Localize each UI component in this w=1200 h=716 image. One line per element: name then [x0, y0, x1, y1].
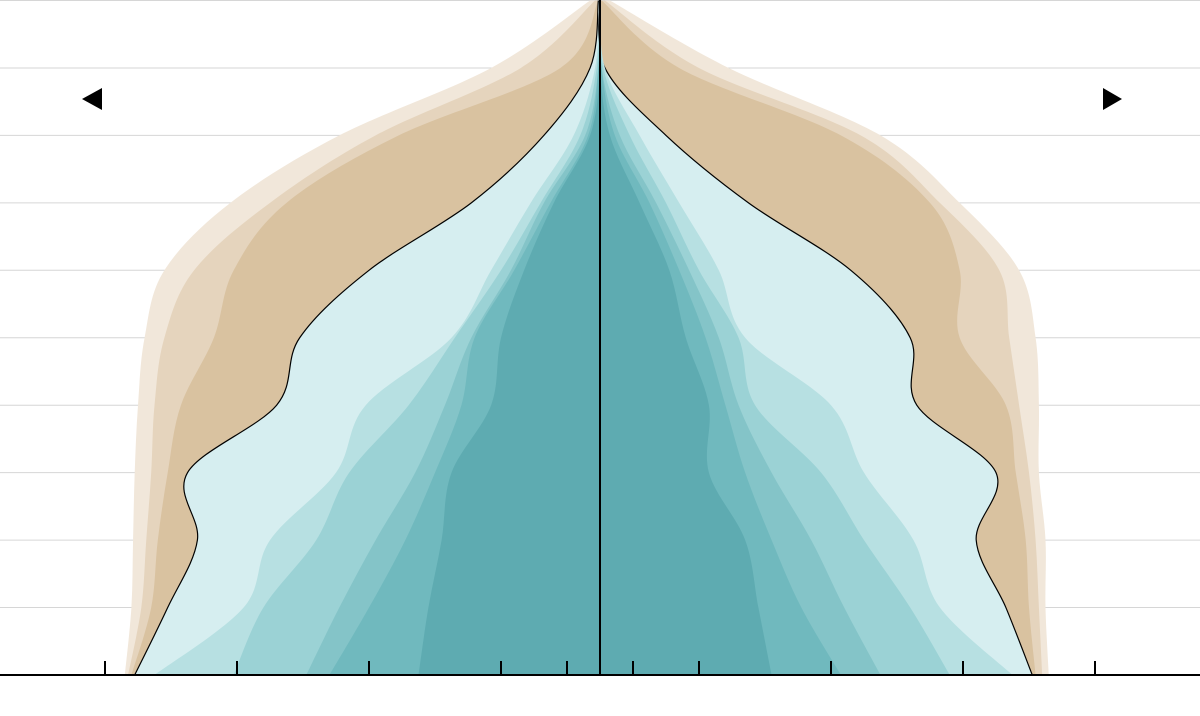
area-outline — [134, 0, 599, 676]
area-outline — [598, 0, 1033, 676]
axes — [0, 0, 1200, 676]
next-arrow[interactable] — [1103, 88, 1122, 110]
layers — [124, 0, 1049, 676]
prev-arrow[interactable] — [82, 88, 102, 110]
population-area — [418, 0, 601, 675]
population-area — [599, 0, 772, 675]
